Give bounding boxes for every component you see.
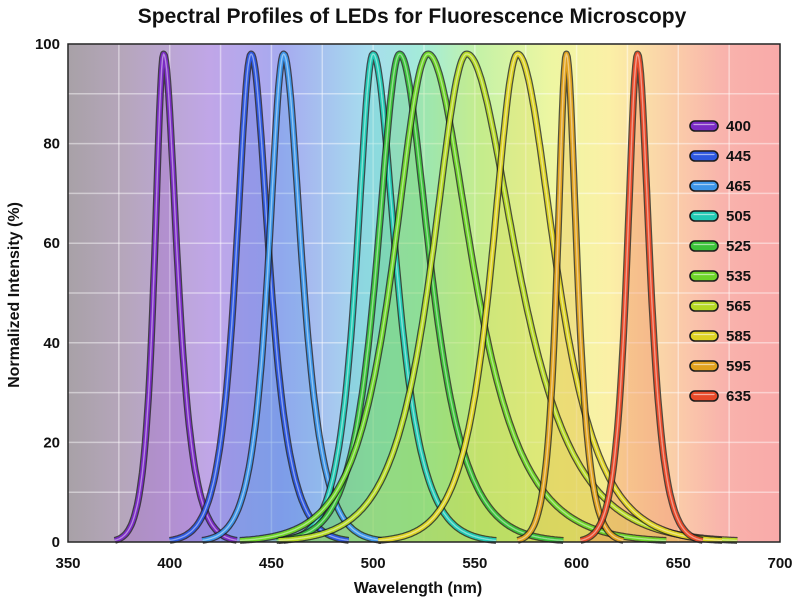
series-highlight-400 — [114, 53, 237, 542]
x-tick-label: 350 — [55, 555, 80, 572]
legend-label-505: 505 — [726, 208, 751, 225]
series-fill-535 — [239, 54, 667, 542]
y-tick-label: 60 — [43, 235, 60, 252]
y-tick-label: 40 — [43, 335, 60, 352]
legend-label-445: 445 — [726, 148, 751, 165]
x-axis-ticks: 350 400 450 500 550 600 650 700 — [55, 555, 792, 572]
series-line-465 — [201, 51, 383, 543]
legend-swatch-465 — [689, 180, 719, 192]
chart-title: Spectral Profiles of LEDs for Fluorescen… — [138, 5, 687, 28]
x-tick-label: 550 — [462, 555, 487, 572]
y-tick-label: 20 — [43, 434, 60, 451]
curve-lines — [112, 50, 740, 544]
series-line-585 — [376, 51, 724, 543]
series-highlight-635 — [580, 53, 703, 542]
plot-border — [67, 43, 781, 543]
legend-label-465: 465 — [726, 178, 751, 195]
series-highlight-585 — [378, 53, 722, 542]
legend-label-595: 595 — [726, 358, 751, 375]
x-tick-label: 650 — [666, 555, 691, 572]
legend-label-400: 400 — [726, 118, 751, 135]
legend-swatch-525 — [689, 240, 719, 252]
series-fill-595 — [517, 54, 624, 542]
legend-label-635: 635 — [726, 388, 751, 405]
series-highlight-525 — [276, 53, 564, 542]
x-tick-label: 700 — [767, 555, 792, 572]
x-tick-label: 450 — [259, 555, 284, 572]
y-tick-label: 80 — [43, 136, 60, 153]
x-axis-label: Wavelength (nm) — [354, 580, 482, 597]
legend: 400 445 465 505 525 535 565 585 595 635 — [689, 118, 751, 405]
x-tick-label: 400 — [157, 555, 182, 572]
y-axis-label: Normalized Intensity (%) — [6, 202, 23, 388]
series-line-635 — [579, 51, 704, 543]
legend-swatch-535 — [689, 270, 719, 282]
y-tick-label: 0 — [52, 534, 60, 551]
series-highlight-595 — [517, 53, 624, 542]
legend-swatch-635 — [689, 390, 719, 402]
y-tick-label: 100 — [35, 36, 60, 53]
legend-swatch-585 — [689, 330, 719, 342]
legend-swatch-595 — [689, 360, 719, 372]
series-line-525 — [275, 51, 565, 543]
series-line-595 — [516, 51, 625, 543]
series-fill-400 — [114, 54, 237, 542]
series-fill-465 — [202, 54, 382, 542]
legend-label-525: 525 — [726, 238, 751, 255]
series-fill-635 — [580, 54, 703, 542]
legend-swatch-445 — [689, 150, 719, 162]
x-tick-label: 500 — [361, 555, 386, 572]
legend-label-535: 535 — [726, 268, 751, 285]
x-tick-label: 600 — [564, 555, 589, 572]
legend-swatch-400 — [689, 120, 719, 132]
series-fill-585 — [378, 54, 722, 542]
series-line-400 — [113, 51, 239, 543]
legend-swatch-505 — [689, 210, 719, 222]
y-axis-ticks: 0 20 40 60 80 100 — [35, 36, 60, 551]
series-fill-445 — [169, 54, 349, 542]
series-highlight-465 — [202, 53, 382, 542]
legend-swatch-565 — [689, 300, 719, 312]
series-fill-565 — [278, 54, 738, 542]
series-fill-525 — [276, 54, 564, 542]
legend-label-565: 565 — [726, 298, 751, 315]
legend-label-585: 585 — [726, 328, 751, 345]
